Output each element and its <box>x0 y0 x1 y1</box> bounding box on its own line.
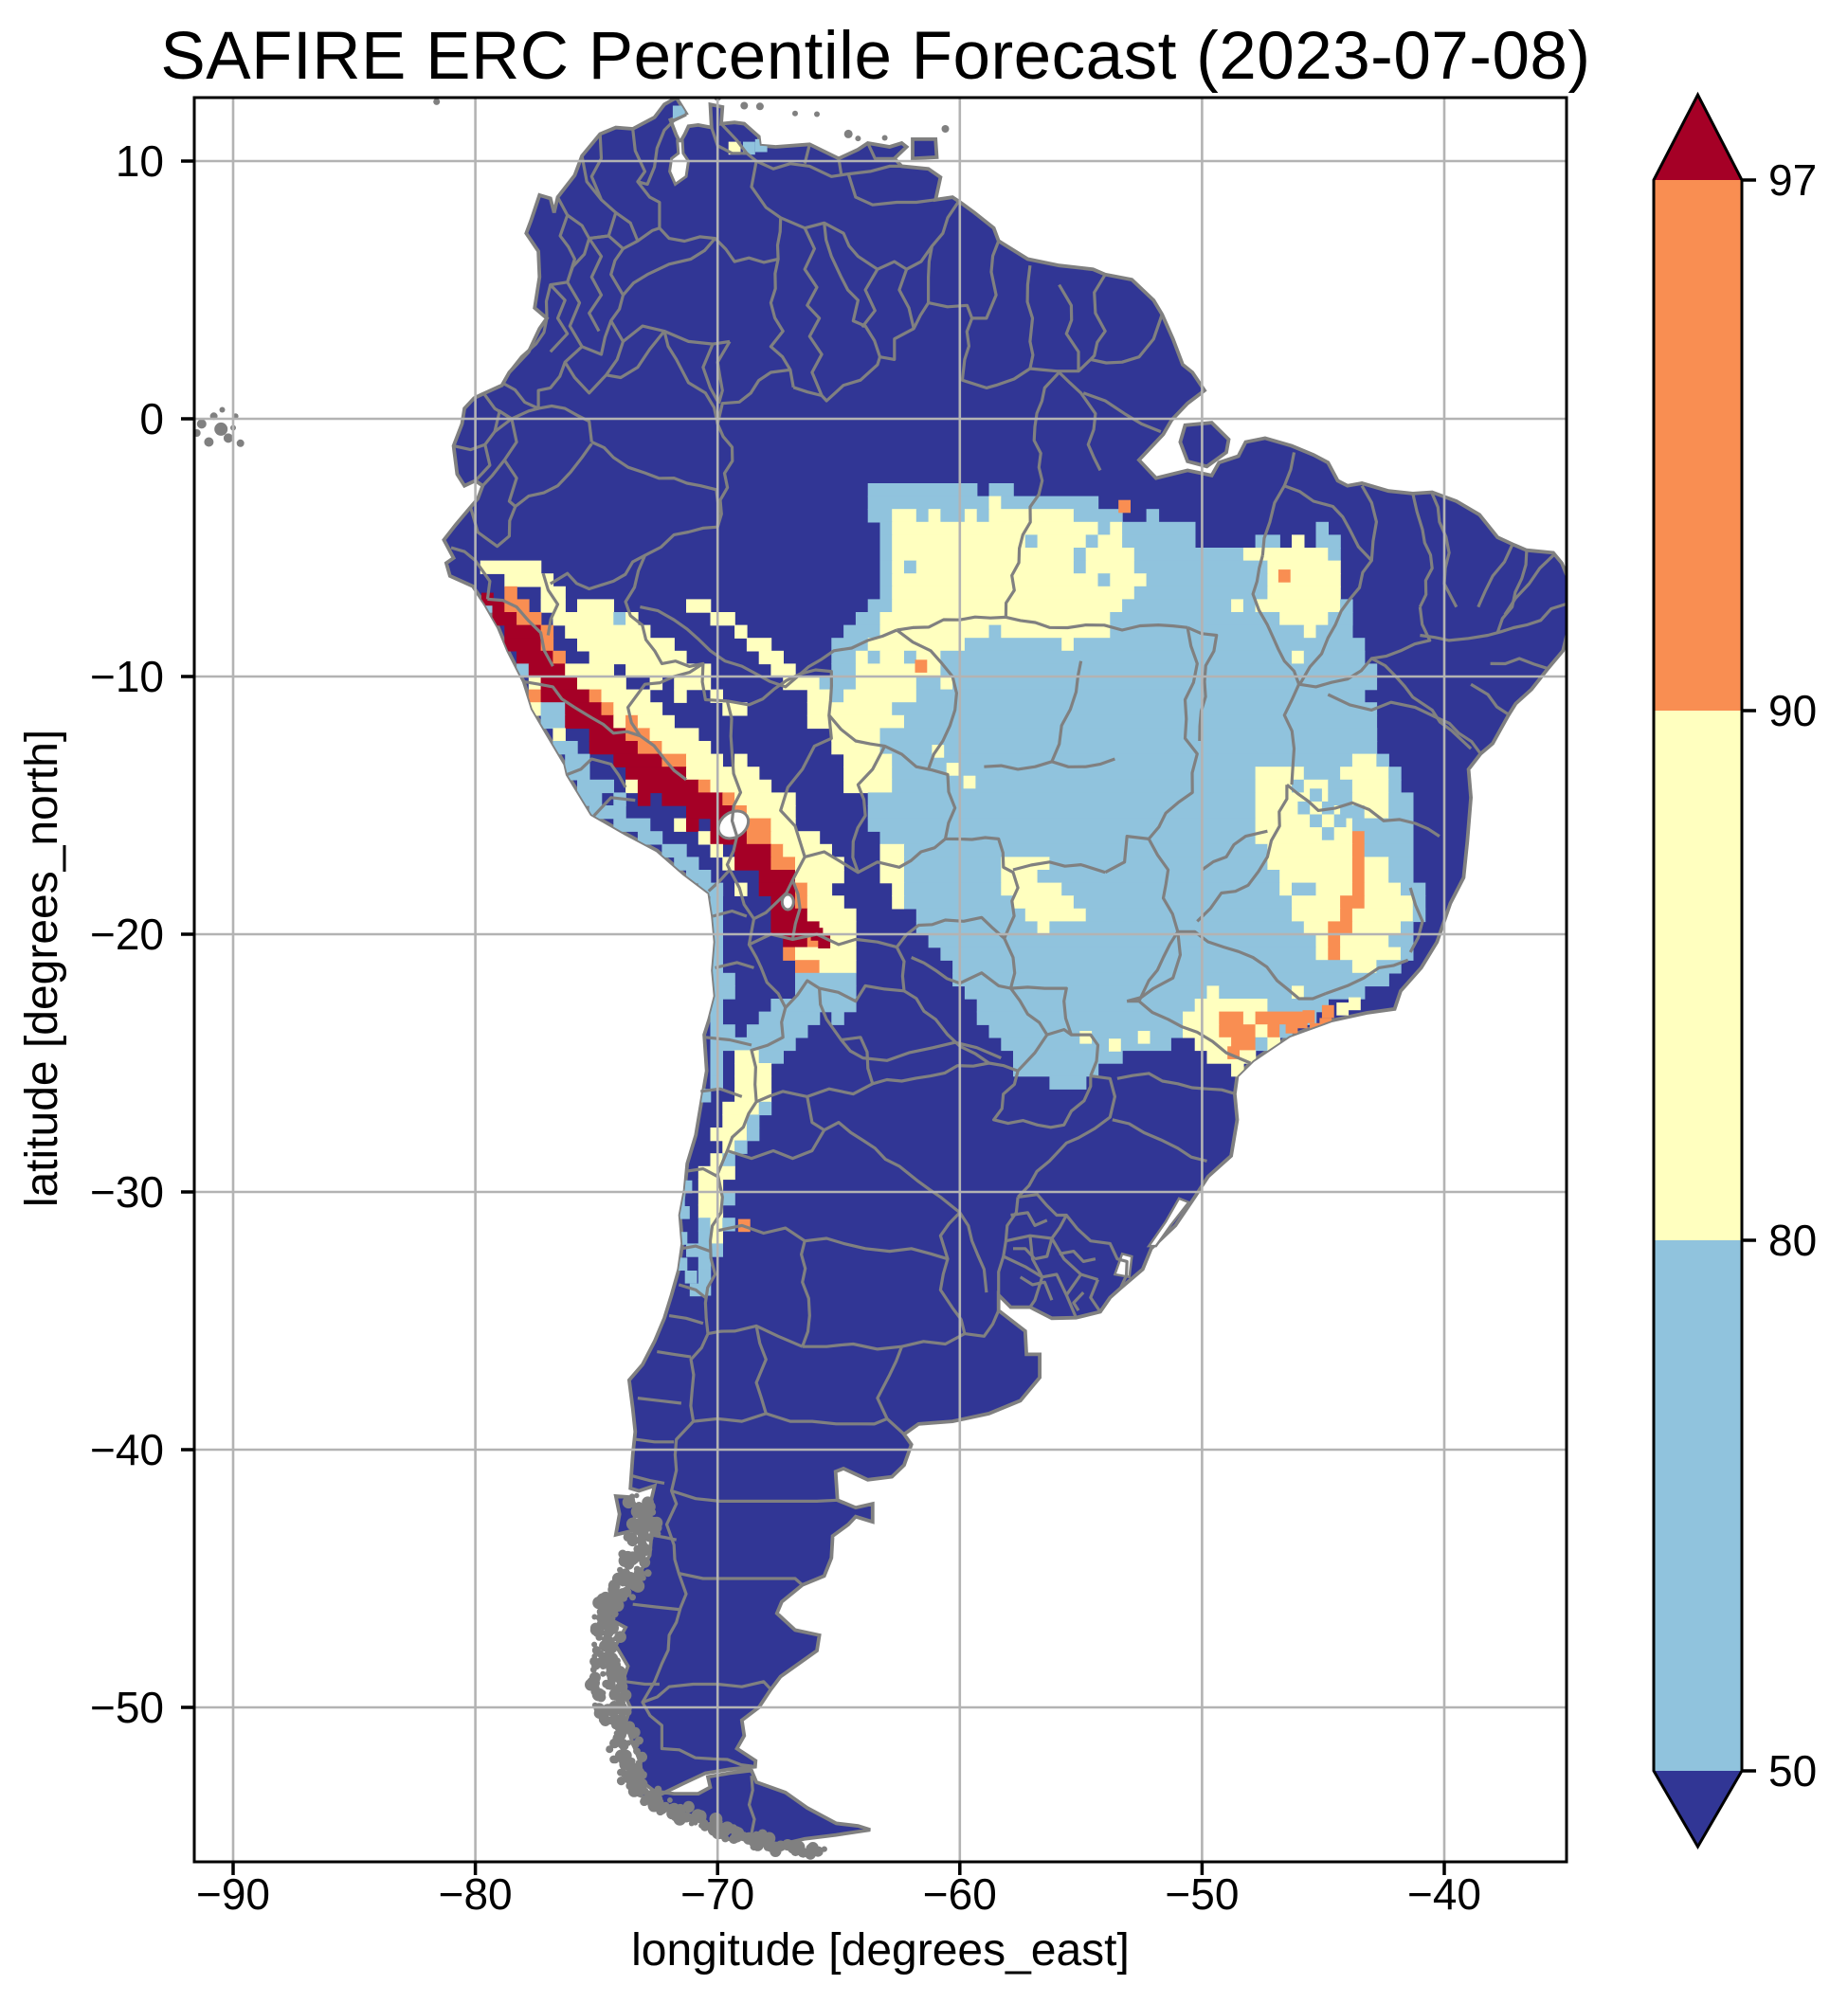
svg-text:0: 0 <box>139 394 164 443</box>
svg-text:latitude [degrees_north]: latitude [degrees_north] <box>17 730 67 1207</box>
svg-text:−60: −60 <box>923 1869 997 1919</box>
svg-text:90: 90 <box>1768 686 1817 735</box>
svg-text:−30: −30 <box>90 1167 164 1217</box>
svg-text:−40: −40 <box>1407 1869 1481 1919</box>
svg-text:−70: −70 <box>680 1869 754 1919</box>
svg-text:97: 97 <box>1768 155 1817 205</box>
svg-text:−90: −90 <box>196 1869 270 1919</box>
svg-text:−80: −80 <box>439 1869 513 1919</box>
svg-text:−50: −50 <box>1165 1869 1239 1919</box>
svg-text:50: 50 <box>1768 1746 1817 1795</box>
svg-text:−50: −50 <box>90 1683 164 1732</box>
svg-text:−10: −10 <box>90 652 164 701</box>
svg-text:−40: −40 <box>90 1425 164 1474</box>
svg-text:−20: −20 <box>90 910 164 959</box>
svg-text:80: 80 <box>1768 1216 1817 1265</box>
svg-text:SAFIRE ERC Percentile Forecast: SAFIRE ERC Percentile Forecast (2023-07-… <box>160 19 1590 94</box>
svg-text:longitude [degrees_east]: longitude [degrees_east] <box>631 1925 1130 1976</box>
svg-text:10: 10 <box>116 136 164 186</box>
